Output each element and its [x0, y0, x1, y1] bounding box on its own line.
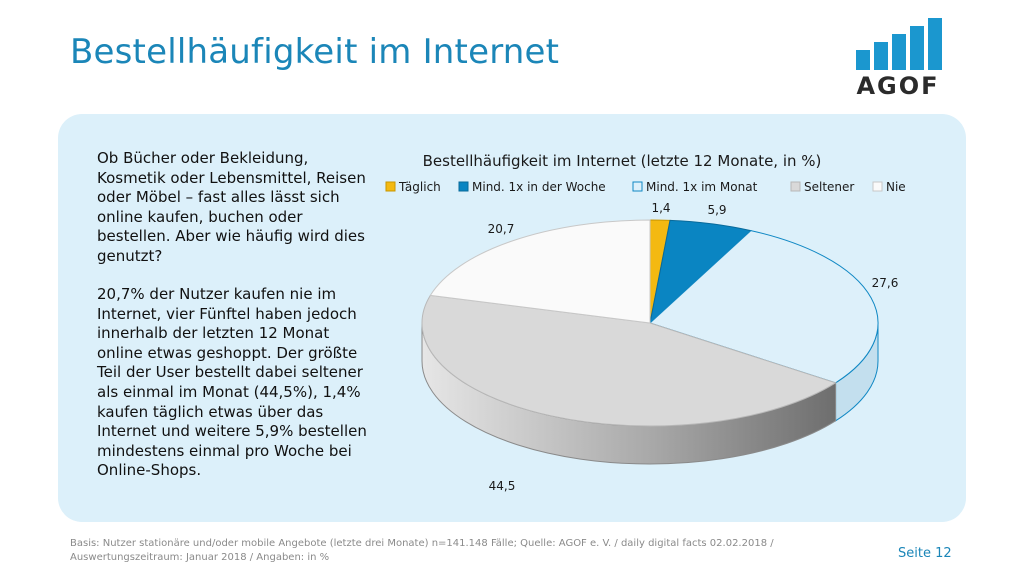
legend-label: Seltener	[804, 180, 854, 194]
pie-slice	[649, 230, 879, 384]
logo-bar	[928, 18, 942, 70]
data-label: 27,6	[872, 276, 899, 290]
logo-bar	[856, 50, 870, 70]
logo-bar	[874, 42, 888, 70]
data-label: 5,9	[707, 203, 726, 217]
data-label: 1,4	[651, 201, 670, 215]
data-label: 44,5	[489, 479, 516, 493]
page-number: Seite 12	[898, 546, 952, 561]
legend-label: Nie	[886, 180, 906, 194]
legend-swatch	[790, 181, 801, 192]
legend-swatch	[872, 181, 883, 192]
pie-slice	[421, 294, 837, 427]
legend-label: Mind. 1x in der Woche	[472, 180, 606, 194]
chart-legend: Täglich Mind. 1x in der Woche Mind. 1x im …	[385, 180, 906, 194]
footer-line: Auswertungszeitraum: Januar 2018 / Angab…	[70, 552, 330, 563]
data-label: 20,7	[488, 222, 515, 236]
legend-swatch	[385, 181, 396, 192]
page-title: Bestellhäufigkeit im Internet	[70, 32, 560, 72]
pie-slice	[429, 219, 651, 324]
chart-title: Bestellhäufigkeit im Internet (letzte 12…	[423, 152, 822, 170]
legend-swatch	[632, 181, 643, 192]
legend-label: Mind. 1x im Monat	[646, 180, 758, 194]
intro-text: Ob Bücher oder Bekleidung, Kosmetik oder…	[97, 149, 366, 265]
logo-bar	[892, 34, 906, 70]
legend-label: Täglich	[398, 180, 441, 194]
data-labels: 1,4 5,9 27,6 44,5 20,7	[488, 201, 899, 493]
pie-chart: Bestellhäufigkeit im Internet (letzte 12…	[385, 152, 906, 493]
legend-swatch	[458, 181, 469, 192]
footer-note: Basis: Nutzer stationäre und/oder mobile…	[70, 537, 830, 565]
body-text: 20,7% der Nutzer kaufen nie im Internet,…	[97, 285, 367, 480]
logo-text: AGOF	[856, 72, 940, 100]
logo-bar	[910, 26, 924, 70]
pie-slices	[421, 219, 879, 427]
footer-line: Basis: Nutzer stationäre und/oder mobile…	[70, 538, 774, 549]
agof-logo: AGOF	[852, 18, 944, 100]
